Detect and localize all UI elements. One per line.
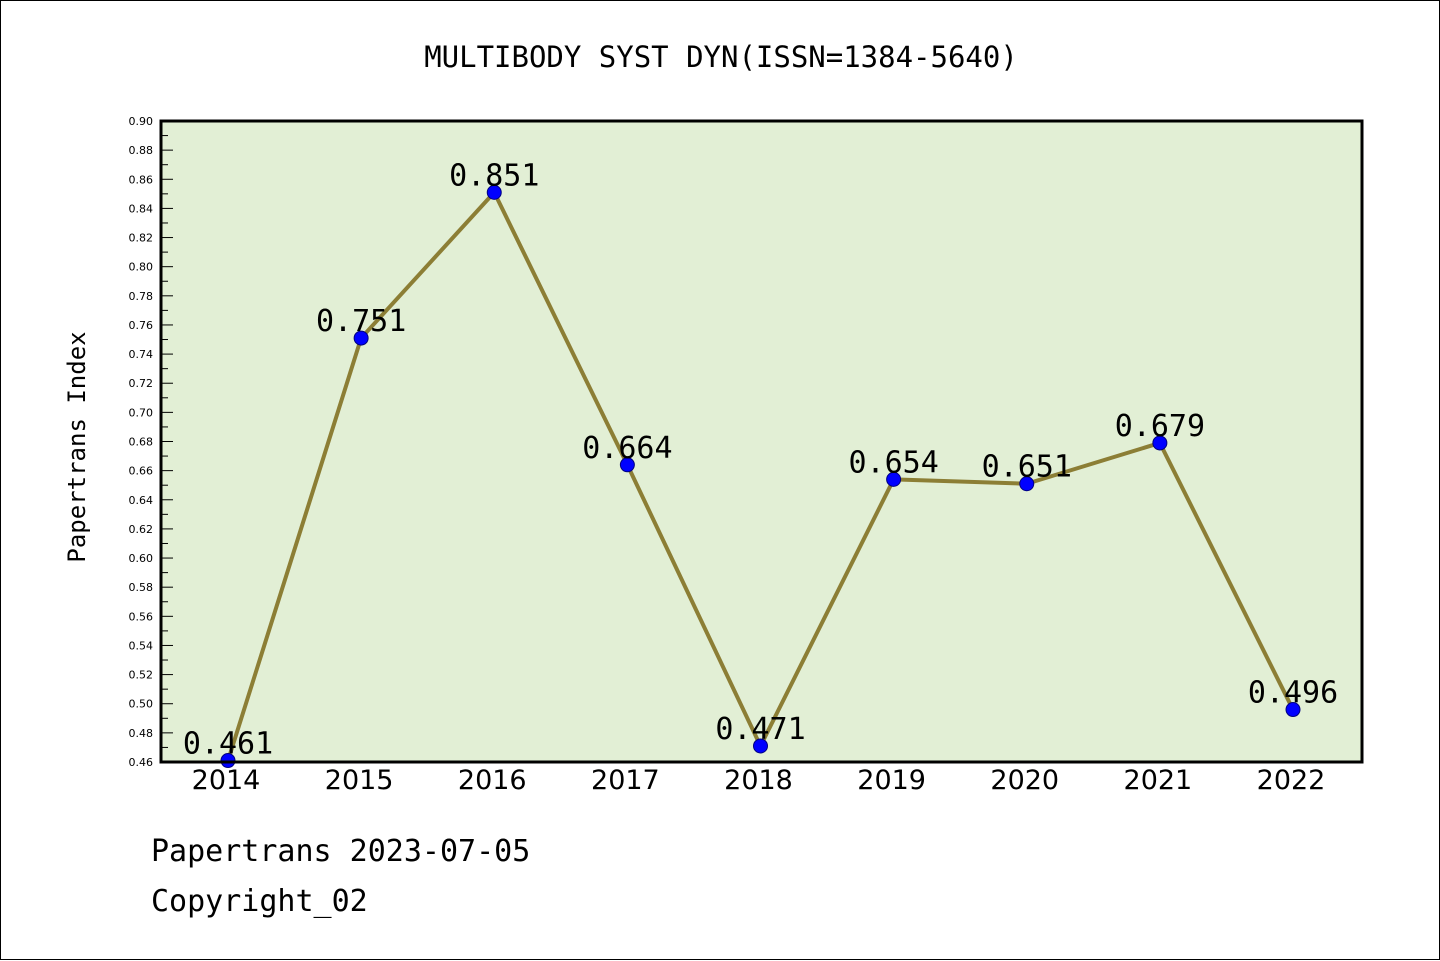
x-tick-label: 2016 <box>458 765 527 796</box>
data-label: 0.471 <box>715 712 805 747</box>
x-tick-label: 2019 <box>857 765 926 796</box>
footer-copyright: Copyright_02 <box>151 884 368 919</box>
data-point <box>353 330 369 346</box>
data-label: 0.851 <box>449 158 539 193</box>
data-label: 0.496 <box>1248 676 1338 711</box>
data-point <box>619 457 635 473</box>
y-tick-label: 0.74 <box>129 348 154 361</box>
data-label: 0.654 <box>848 445 938 480</box>
x-tick-label: 2020 <box>990 765 1059 796</box>
y-tick-label: 0.46 <box>129 756 154 769</box>
y-tick-label: 0.52 <box>129 669 154 682</box>
y-tick-label: 0.54 <box>129 639 154 652</box>
data-label: 0.461 <box>183 727 273 762</box>
y-tick-label: 0.82 <box>129 232 154 245</box>
y-tick-label: 0.80 <box>129 261 154 274</box>
data-label: 0.751 <box>316 304 406 339</box>
y-tick-label: 0.84 <box>129 202 154 215</box>
y-tick-label: 0.70 <box>129 406 154 419</box>
y-tick-label: 0.50 <box>129 698 154 711</box>
data-point <box>1019 476 1035 492</box>
y-axis-ticks: 0.46 0.48 0.50 0.52 0.54 0.56 0.58 0.60 0.62 0.64… <box>129 115 173 769</box>
footer-date: Papertrans 2023-07-05 <box>151 834 531 869</box>
y-tick-label: 0.90 <box>129 115 154 128</box>
x-tick-label: 2017 <box>591 765 660 796</box>
data-label: 0.664 <box>582 431 672 466</box>
y-tick-label: 0.48 <box>129 727 154 740</box>
data-point <box>753 738 768 754</box>
x-axis-ticks: 2014 2015 2016 2017 2018 2019 2020 2021 2022 <box>192 765 1326 796</box>
y-tick-label: 0.62 <box>129 523 154 536</box>
data-labels: 0.461 0.751 0.851 0.664 0.471 0.654 0.651 0.679… <box>183 158 1338 761</box>
y-tick-label: 0.68 <box>129 436 154 449</box>
data-label: 0.679 <box>1115 409 1205 444</box>
y-tick-label: 0.86 <box>129 173 154 186</box>
data-point <box>1152 435 1168 451</box>
data-point <box>486 184 502 200</box>
data-label: 0.651 <box>982 450 1072 485</box>
x-tick-label: 2015 <box>325 765 394 796</box>
x-tick-label: 2022 <box>1257 765 1326 796</box>
y-tick-label: 0.78 <box>129 290 154 303</box>
y-tick-label: 0.76 <box>129 319 154 332</box>
x-tick-label: 2021 <box>1124 765 1193 796</box>
x-tick-label: 2014 <box>192 765 261 796</box>
y-tick-label: 0.58 <box>129 581 154 594</box>
plot-border <box>159 119 1364 764</box>
y-axis-label: Papertrans Index <box>63 331 91 562</box>
y-tick-label: 0.64 <box>129 494 154 507</box>
y-tick-label: 0.72 <box>129 377 154 390</box>
data-point <box>1285 702 1301 718</box>
y-tick-label: 0.60 <box>129 552 154 565</box>
y-tick-label: 0.88 <box>129 144 154 157</box>
chart-title: MULTIBODY SYST DYN(ISSN=1384-5640) <box>424 40 1018 74</box>
data-point <box>886 471 902 487</box>
x-tick-label: 2018 <box>724 765 793 796</box>
y-tick-label: 0.66 <box>129 465 154 478</box>
y-tick-label: 0.56 <box>129 610 154 623</box>
